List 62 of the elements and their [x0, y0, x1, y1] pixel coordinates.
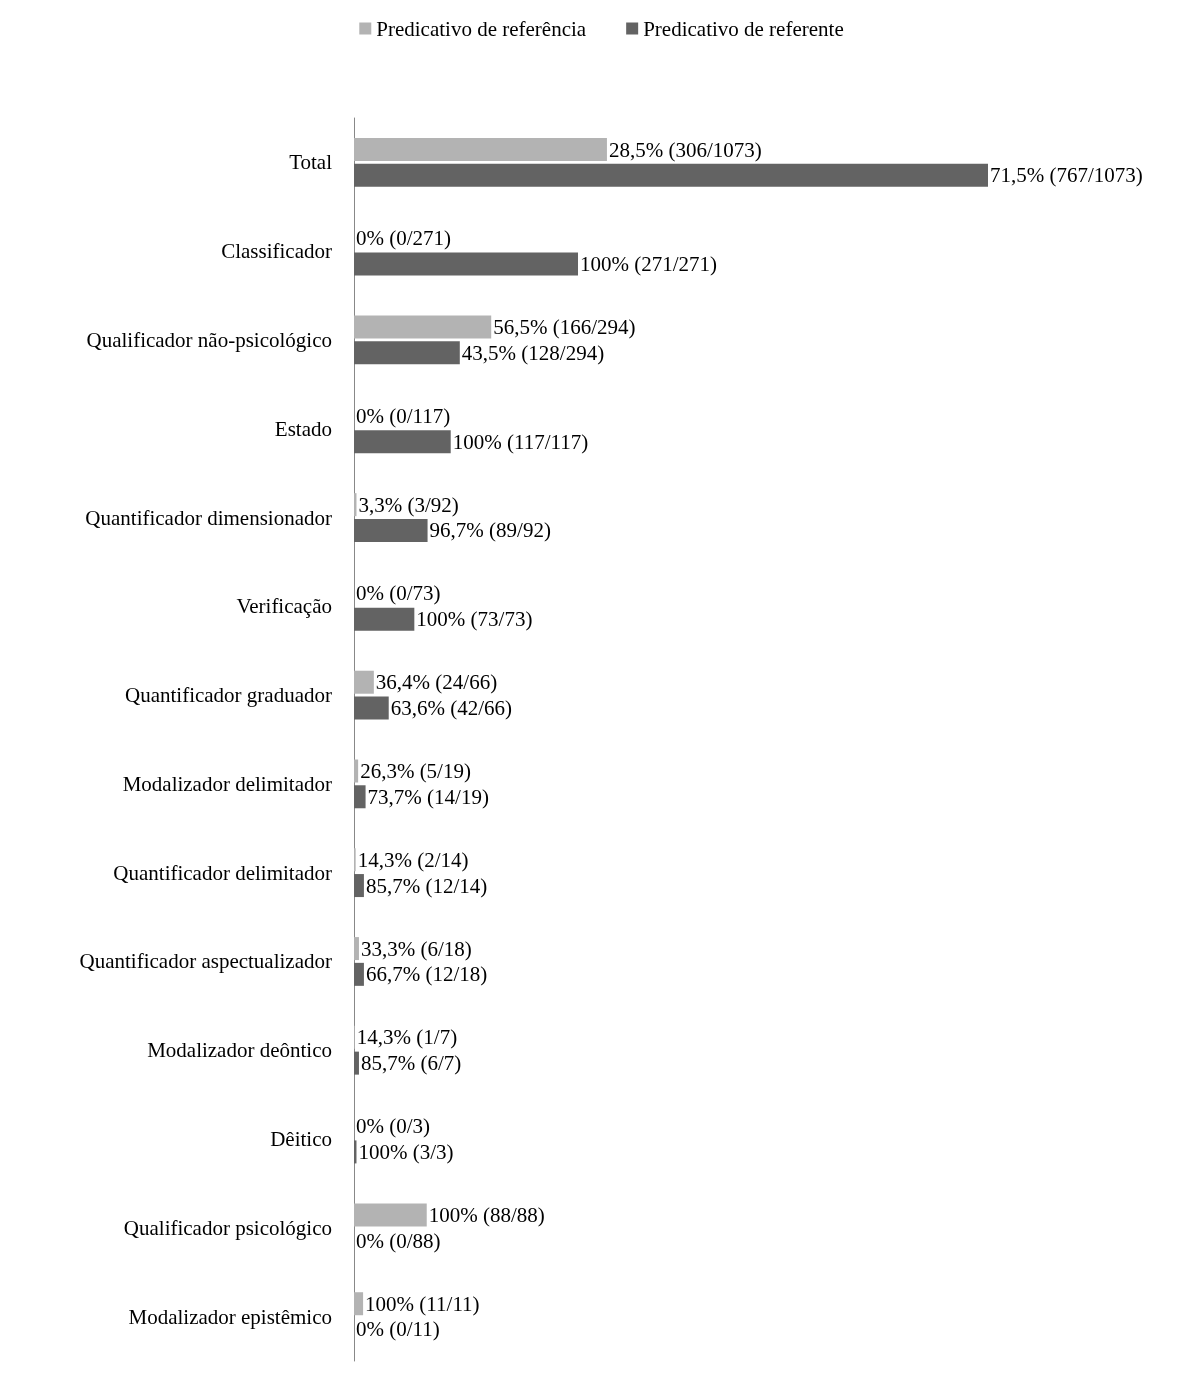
data-label: 3,3% (3/92) [358, 492, 459, 517]
data-label: 14,3% (2/14) [357, 847, 469, 872]
bar [354, 1203, 427, 1227]
data-label: 0% (0/271) [356, 226, 452, 251]
y-tick-label: Modalizador epistêmico [128, 1304, 332, 1329]
y-tick-label: Quantificador dimensionador [85, 505, 332, 530]
bar [354, 696, 389, 720]
data-label: 96,7% (89/92) [429, 518, 551, 543]
data-label: 0% (0/73) [356, 581, 441, 606]
bar [354, 937, 359, 961]
data-label: 36,4% (24/66) [375, 670, 498, 695]
y-tick-label: Modalizador deôntico [147, 1038, 332, 1063]
bar [354, 607, 415, 631]
y-tick-label: Estado [274, 416, 332, 441]
data-label: 100% (117/117) [452, 429, 589, 454]
y-tick-label: Qualificador psicológico [123, 1215, 332, 1240]
bar [354, 430, 451, 454]
data-label: 33,3% (6/18) [360, 936, 472, 961]
y-tick-label: Classificador [221, 239, 332, 264]
bar [354, 874, 364, 898]
data-label: 73,7% (14/19) [367, 784, 489, 809]
data-label: 71,5% (767/1073) [990, 163, 1143, 188]
bar [354, 138, 607, 162]
bar [354, 759, 359, 783]
data-label: 100% (88/88) [428, 1202, 545, 1227]
data-label: 85,7% (6/7) [360, 1051, 462, 1076]
data-label: 56,5% (166/294) [493, 315, 636, 340]
data-label: 85,7% (12/14) [365, 873, 488, 898]
data-label: 14,3% (1/7) [356, 1025, 458, 1050]
data-label: 100% (271/271) [580, 252, 718, 277]
data-label: 100% (3/3) [358, 1139, 454, 1164]
y-tick-label: Modalizador delimitador [122, 771, 332, 796]
y-tick-label: Total [289, 150, 333, 175]
bar [354, 785, 366, 809]
bar [354, 163, 988, 187]
bar [354, 962, 364, 986]
bar [354, 252, 579, 276]
bar [354, 518, 428, 542]
y-tick-label: Dêitico [270, 1127, 332, 1152]
bar [354, 341, 460, 365]
y-tick-label: Quantificador graduador [125, 683, 332, 708]
bar [354, 1051, 359, 1075]
bar [354, 315, 492, 339]
y-tick-label: Quantificador delimitador [113, 860, 332, 885]
legend-label: Predicativo de referente [643, 16, 844, 41]
y-tick-label: Qualificador não-psicológico [86, 327, 332, 352]
data-label: 100% (73/73) [416, 607, 533, 632]
data-label: 66,7% (12/18) [365, 962, 488, 987]
legend-label: Predicativo de referência [376, 16, 587, 41]
bar [354, 1292, 364, 1316]
data-label: 0% (0/88) [356, 1228, 441, 1253]
y-tick-label: Verificação [236, 594, 332, 619]
data-label: 100% (11/11) [365, 1291, 480, 1316]
y-tick-label: Quantificador aspectualizador [79, 949, 332, 974]
data-label: 0% (0/3) [356, 1114, 431, 1139]
data-label: 26,3% (5/19) [360, 759, 471, 784]
data-label: 63,6% (42/66) [390, 695, 513, 720]
data-label: 28,5% (306/1073) [608, 137, 762, 162]
bar [354, 670, 374, 694]
data-label: 0% (0/117) [356, 403, 451, 428]
data-label: 43,5% (128/294) [461, 340, 605, 365]
data-label: 0% (0/11) [356, 1317, 440, 1342]
